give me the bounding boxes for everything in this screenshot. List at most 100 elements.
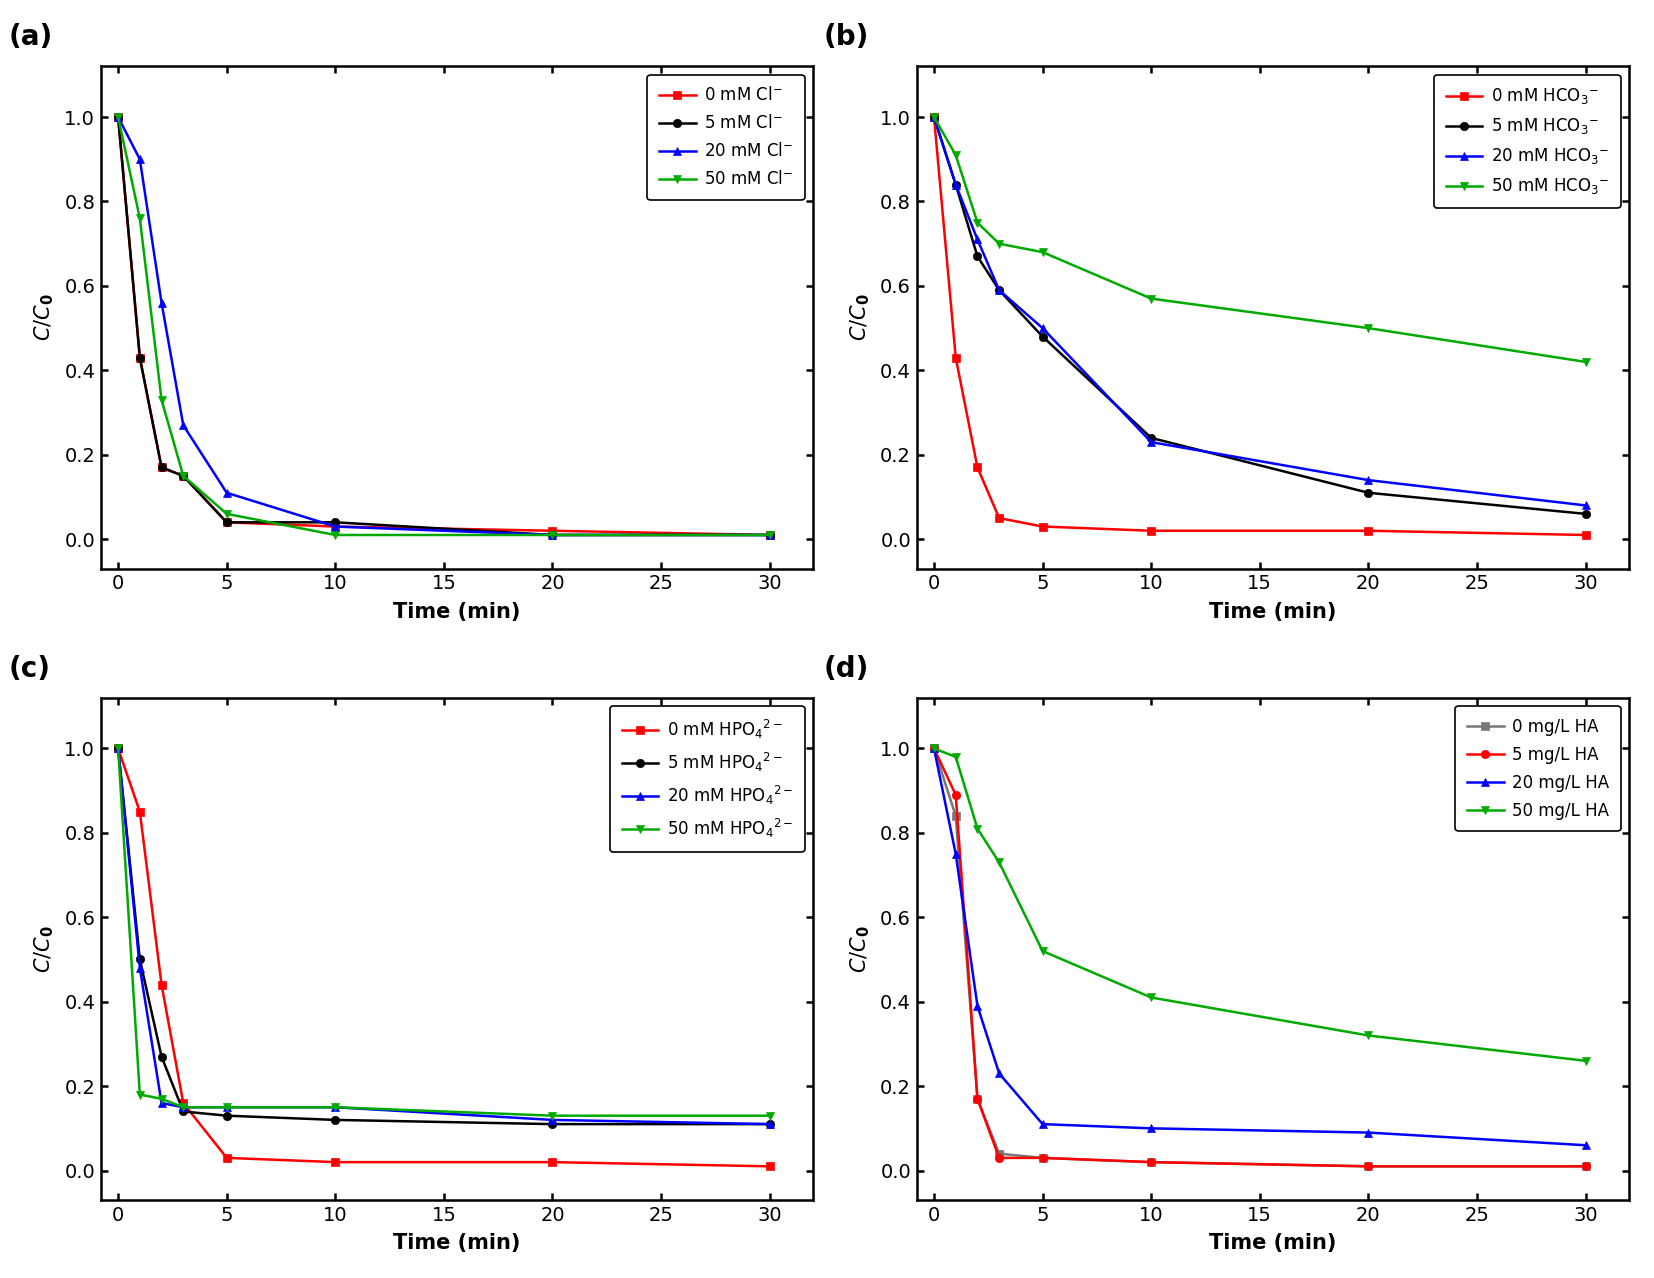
20 mg/L HA xyxy=(925,741,944,757)
50 mM Cl$^{-}$ xyxy=(543,528,562,543)
20 mM Cl$^{-}$ xyxy=(174,418,194,433)
5 mM Cl$^{-}$ xyxy=(108,110,127,125)
5 mg/L HA xyxy=(1576,1159,1596,1174)
5 mM Cl$^{-}$ xyxy=(543,528,562,543)
Line: 5 mg/L HA: 5 mg/L HA xyxy=(930,744,1589,1171)
5 mM HCO$_{3}$$^{-}$ xyxy=(925,110,944,125)
Line: 5 mM HPO$_{4}$$^{2-}$: 5 mM HPO$_{4}$$^{2-}$ xyxy=(114,744,774,1128)
5 mM Cl$^{-}$ xyxy=(131,350,151,366)
Y-axis label: $C$/$C_\mathbf{0}$: $C$/$C_\mathbf{0}$ xyxy=(33,925,56,973)
50 mg/L HA xyxy=(1576,1053,1596,1068)
0 mg/L HA xyxy=(1358,1159,1378,1174)
0 mg/L HA xyxy=(925,741,944,757)
Line: 0 mM Cl$^{-}$: 0 mM Cl$^{-}$ xyxy=(114,112,774,539)
5 mM Cl$^{-}$ xyxy=(326,515,346,530)
0 mM HPO$_{4}$$^{2-}$ xyxy=(759,1159,779,1174)
5 mM HCO$_{3}$$^{-}$ xyxy=(1141,431,1161,446)
50 mM HCO$_{3}$$^{-}$ xyxy=(946,147,966,162)
0 mM HCO$_{3}$$^{-}$ xyxy=(968,460,987,475)
X-axis label: Time (min): Time (min) xyxy=(1209,1233,1336,1252)
5 mg/L HA xyxy=(1141,1154,1161,1169)
20 mM HPO$_{4}$$^{2-}$ xyxy=(108,741,127,757)
20 mM HCO$_{3}$$^{-}$ xyxy=(1576,497,1596,512)
0 mM HCO$_{3}$$^{-}$ xyxy=(1358,523,1378,538)
0 mM HPO$_{4}$$^{2-}$ xyxy=(131,804,151,819)
0 mM HPO$_{4}$$^{2-}$ xyxy=(543,1154,562,1169)
50 mM HPO$_{4}$$^{2-}$ xyxy=(759,1108,779,1123)
20 mM HCO$_{3}$$^{-}$ xyxy=(989,282,1009,298)
0 mM HPO$_{4}$$^{2-}$ xyxy=(174,1095,194,1111)
Line: 50 mM HCO$_{3}$$^{-}$: 50 mM HCO$_{3}$$^{-}$ xyxy=(930,112,1589,366)
50 mM Cl$^{-}$ xyxy=(217,506,237,521)
50 mM HPO$_{4}$$^{2-}$ xyxy=(543,1108,562,1123)
20 mM HCO$_{3}$$^{-}$ xyxy=(1358,473,1378,488)
20 mM Cl$^{-}$ xyxy=(217,486,237,501)
50 mg/L HA xyxy=(1032,943,1052,958)
50 mM HPO$_{4}$$^{2-}$ xyxy=(174,1099,194,1114)
Y-axis label: $C$/$C_\mathbf{0}$: $C$/$C_\mathbf{0}$ xyxy=(33,294,56,341)
5 mg/L HA xyxy=(989,1150,1009,1166)
Line: 20 mM Cl$^{-}$: 20 mM Cl$^{-}$ xyxy=(114,112,774,539)
Text: (c): (c) xyxy=(8,654,50,682)
20 mM HCO$_{3}$$^{-}$ xyxy=(925,110,944,125)
20 mg/L HA xyxy=(1358,1125,1378,1140)
20 mM HCO$_{3}$$^{-}$ xyxy=(1141,435,1161,450)
20 mM HCO$_{3}$$^{-}$ xyxy=(946,176,966,192)
20 mM HPO$_{4}$$^{2-}$ xyxy=(131,960,151,975)
5 mM HPO$_{4}$$^{2-}$ xyxy=(759,1117,779,1132)
0 mM HPO$_{4}$$^{2-}$ xyxy=(152,978,172,993)
Legend: 0 mM HPO$_{4}$$^{2-}$, 5 mM HPO$_{4}$$^{2-}$, 20 mM HPO$_{4}$$^{2-}$, 50 mM HPO$: 0 mM HPO$_{4}$$^{2-}$, 5 mM HPO$_{4}$$^{… xyxy=(610,707,805,852)
5 mg/L HA xyxy=(1032,1150,1052,1166)
0 mg/L HA xyxy=(1576,1159,1596,1174)
Line: 20 mg/L HA: 20 mg/L HA xyxy=(930,744,1589,1149)
50 mg/L HA xyxy=(1358,1028,1378,1043)
0 mM HPO$_{4}$$^{2-}$ xyxy=(217,1150,237,1166)
Line: 50 mM HPO$_{4}$$^{2-}$: 50 mM HPO$_{4}$$^{2-}$ xyxy=(114,744,774,1120)
0 mM HPO$_{4}$$^{2-}$ xyxy=(108,741,127,757)
20 mM Cl$^{-}$ xyxy=(759,528,779,543)
0 mM HCO$_{3}$$^{-}$ xyxy=(946,350,966,366)
20 mM HCO$_{3}$$^{-}$ xyxy=(1032,321,1052,336)
0 mM Cl$^{-}$ xyxy=(326,519,346,534)
Line: 20 mM HCO$_{3}$$^{-}$: 20 mM HCO$_{3}$$^{-}$ xyxy=(930,112,1589,510)
Legend: 0 mg/L HA, 5 mg/L HA, 20 mg/L HA, 50 mg/L HA: 0 mg/L HA, 5 mg/L HA, 20 mg/L HA, 50 mg/… xyxy=(1456,707,1621,832)
20 mM HPO$_{4}$$^{2-}$ xyxy=(217,1099,237,1114)
5 mM HCO$_{3}$$^{-}$ xyxy=(1358,486,1378,501)
50 mM Cl$^{-}$ xyxy=(131,211,151,226)
20 mM HPO$_{4}$$^{2-}$ xyxy=(174,1099,194,1114)
50 mM HCO$_{3}$$^{-}$ xyxy=(1032,244,1052,259)
Line: 20 mM HPO$_{4}$$^{2-}$: 20 mM HPO$_{4}$$^{2-}$ xyxy=(114,744,774,1128)
50 mM HCO$_{3}$$^{-}$ xyxy=(1358,321,1378,336)
5 mg/L HA xyxy=(946,787,966,803)
Line: 5 mM Cl$^{-}$: 5 mM Cl$^{-}$ xyxy=(114,112,774,539)
50 mM Cl$^{-}$ xyxy=(759,528,779,543)
Line: 0 mg/L HA: 0 mg/L HA xyxy=(930,744,1589,1171)
5 mM HPO$_{4}$$^{2-}$ xyxy=(543,1117,562,1132)
0 mM Cl$^{-}$ xyxy=(108,110,127,125)
50 mM HCO$_{3}$$^{-}$ xyxy=(968,215,987,230)
0 mM Cl$^{-}$ xyxy=(131,350,151,366)
5 mM Cl$^{-}$ xyxy=(759,528,779,543)
50 mM HPO$_{4}$$^{2-}$ xyxy=(326,1099,346,1114)
Line: 0 mM HCO$_{3}$$^{-}$: 0 mM HCO$_{3}$$^{-}$ xyxy=(930,112,1589,539)
5 mM HPO$_{4}$$^{2-}$ xyxy=(152,1049,172,1065)
20 mM HCO$_{3}$$^{-}$ xyxy=(968,231,987,247)
50 mM HPO$_{4}$$^{2-}$ xyxy=(152,1091,172,1107)
0 mg/L HA xyxy=(946,808,966,823)
20 mg/L HA xyxy=(1032,1117,1052,1132)
X-axis label: Time (min): Time (min) xyxy=(394,1233,521,1252)
5 mM HCO$_{3}$$^{-}$ xyxy=(1576,506,1596,521)
50 mM HPO$_{4}$$^{2-}$ xyxy=(131,1086,151,1102)
20 mg/L HA xyxy=(1141,1121,1161,1136)
0 mg/L HA xyxy=(1141,1154,1161,1169)
5 mM HCO$_{3}$$^{-}$ xyxy=(968,249,987,265)
20 mg/L HA xyxy=(989,1066,1009,1081)
Text: (b): (b) xyxy=(824,23,870,51)
0 mg/L HA xyxy=(968,1091,987,1107)
50 mg/L HA xyxy=(925,741,944,757)
Line: 5 mM HCO$_{3}$$^{-}$: 5 mM HCO$_{3}$$^{-}$ xyxy=(930,112,1589,518)
0 mM Cl$^{-}$ xyxy=(217,515,237,530)
Line: 50 mg/L HA: 50 mg/L HA xyxy=(930,744,1589,1065)
0 mM HCO$_{3}$$^{-}$ xyxy=(989,510,1009,525)
5 mM Cl$^{-}$ xyxy=(152,460,172,475)
